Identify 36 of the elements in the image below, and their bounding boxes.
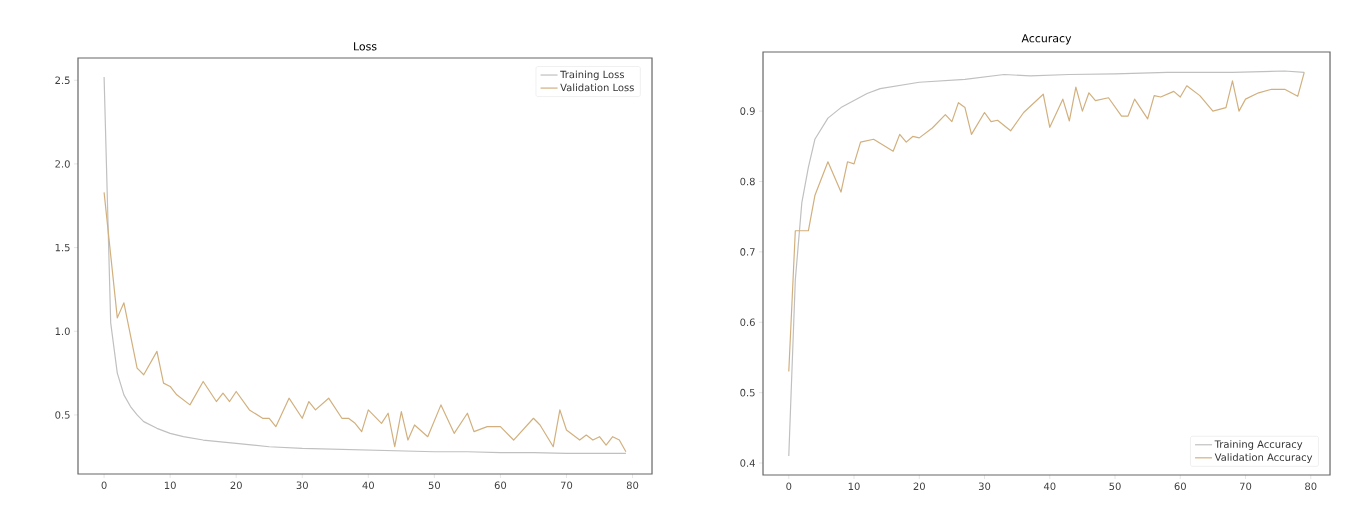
line-series — [103, 191, 627, 453]
x-tick-label: 60 — [494, 481, 507, 490]
x-tick-label: 40 — [362, 481, 374, 490]
legend-label: Training Loss — [560, 70, 624, 81]
legend-label: Training Accuracy — [1214, 440, 1303, 450]
x-tick-label: 0 — [101, 481, 107, 490]
x-tick-label: 80 — [626, 481, 639, 490]
x-tick-label: 20 — [913, 482, 925, 491]
x-tick-label: 50 — [428, 481, 441, 490]
x-tick-label: 50 — [1109, 482, 1121, 491]
x-tick-label: 60 — [1174, 482, 1186, 491]
y-tick-label: 1.5 — [55, 243, 70, 252]
x-tick-label: 40 — [1043, 482, 1056, 491]
x-tick-label: 10 — [164, 481, 176, 490]
y-tick-label: 2.0 — [55, 160, 70, 168]
x-tick-label: 70 — [1240, 482, 1252, 491]
y-tick-label: 0.6 — [740, 318, 755, 327]
x-tick-label: 30 — [296, 481, 308, 490]
legend-label: Validation Accuracy — [1214, 453, 1313, 463]
y-tick-label: 0.5 — [740, 388, 755, 397]
y-tick-label: 0.4 — [740, 459, 755, 467]
x-tick-label: 30 — [978, 482, 991, 491]
x-tick-label: 20 — [230, 481, 242, 490]
legend-label: Validation Loss — [560, 83, 634, 92]
x-tick-label: 70 — [560, 481, 573, 490]
x-tick-label: 0 — [786, 482, 792, 491]
y-tick-label: 0.9 — [740, 107, 755, 115]
x-tick-label: 10 — [848, 482, 860, 491]
y-tick-label: 0.8 — [740, 177, 755, 186]
y-tick-label: 0.5 — [55, 411, 70, 419]
y-tick-label: 2.5 — [55, 76, 70, 85]
chart-title: Loss — [354, 42, 377, 51]
y-tick-label: 0.7 — [740, 248, 755, 256]
chart-title: Accuracy — [1021, 34, 1072, 45]
y-tick-label: 1.0 — [55, 327, 70, 336]
x-tick-label: 80 — [1305, 482, 1317, 491]
